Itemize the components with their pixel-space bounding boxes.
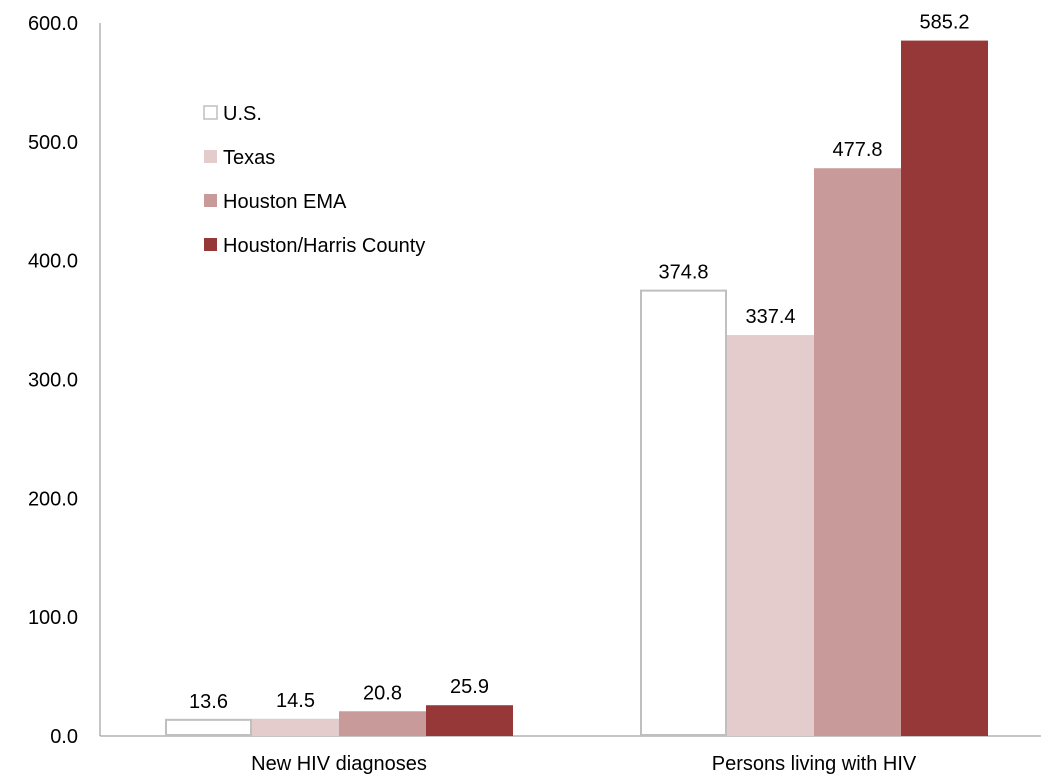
legend-swatch [204, 194, 217, 207]
y-tick-label: 600.0 [28, 13, 78, 35]
y-tick-label: 200.0 [28, 488, 78, 510]
legend-label: U.S. [223, 103, 262, 125]
y-axis-tick-labels: 0.0 100.0 200.0 300.0 400.0 500.0 600.0 [28, 13, 78, 748]
bar-u-s--living-with-hiv [640, 289, 727, 736]
y-tick-label: 500.0 [28, 132, 78, 154]
data-labels: 13.6 14.5 20.8 25.9 374.8 337.4 477.8 585.2 [189, 12, 970, 713]
bar-houston-ema-new-diagnoses [339, 711, 426, 736]
legend-label: Texas [223, 147, 275, 169]
data-label: 13.6 [189, 691, 228, 713]
data-label: 374.8 [658, 262, 708, 284]
x-category-label: Persons living with HIV [712, 753, 917, 775]
bar-u-s--new-diagnoses [165, 718, 252, 737]
legend-label: Houston EMA [223, 191, 347, 213]
x-axis-category-labels: New HIV diagnoses Persons living with HIV [251, 753, 917, 775]
legend-label: Houston/Harris County [223, 235, 425, 257]
y-tick-label: 400.0 [28, 251, 78, 273]
legend-swatch [204, 238, 217, 251]
y-tick-label: 300.0 [28, 370, 78, 392]
legend-swatch [204, 150, 217, 163]
data-label: 25.9 [450, 676, 489, 698]
data-label: 20.8 [363, 682, 402, 704]
legend-swatch [203, 105, 218, 120]
x-category-label: New HIV diagnoses [251, 753, 427, 775]
legend: U.S. Texas Houston EMA Houston/Harris Count… [203, 103, 425, 257]
y-tick-label: 100.0 [28, 607, 78, 629]
bar-texas-living-with-hiv [727, 335, 814, 736]
data-label: 14.5 [276, 690, 315, 712]
data-label: 477.8 [832, 139, 882, 161]
bar-houston-harris-county-new-diagnoses [426, 705, 513, 736]
y-tick-label: 0.0 [50, 726, 78, 748]
bar-houston-harris-county-living-with-hiv [901, 40, 988, 736]
data-label: 337.4 [745, 306, 795, 328]
bar-texas-new-diagnoses [252, 718, 339, 736]
data-label: 585.2 [919, 12, 969, 34]
bars [165, 40, 988, 737]
bar-houston-ema-living-with-hiv [814, 168, 901, 736]
